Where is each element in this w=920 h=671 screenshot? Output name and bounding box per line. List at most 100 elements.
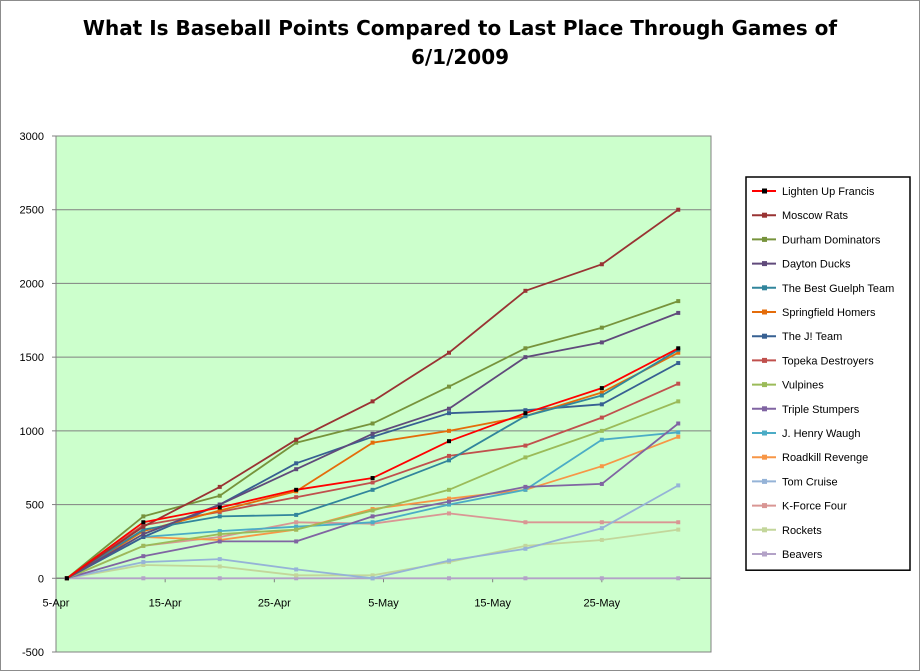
data-point: [676, 299, 681, 304]
data-point: [447, 406, 451, 411]
data-point: [676, 346, 681, 351]
data-point: [217, 576, 222, 581]
legend-marker: [762, 357, 767, 363]
legend-label: The J! Team: [782, 331, 842, 343]
legend-item-moscow-rats: Moscow Rats: [752, 210, 849, 222]
legend-marker: [762, 503, 767, 509]
data-point: [523, 487, 528, 492]
legend-label: Springfield Homers: [782, 307, 876, 319]
data-point: [676, 421, 681, 426]
data-point: [599, 537, 604, 542]
data-point: [447, 428, 451, 433]
data-point: [676, 520, 681, 525]
data-point: [676, 361, 681, 366]
legend-item-dayton-ducks: Dayton Ducks: [752, 259, 851, 271]
data-point: [294, 467, 299, 472]
y-tick-label: 3000: [20, 131, 44, 143]
data-point: [447, 499, 451, 504]
legend-label: Lighten Up Francis: [782, 186, 875, 198]
data-point: [523, 576, 528, 581]
legend-marker: [762, 285, 767, 291]
data-point: [217, 532, 222, 537]
data-point: [370, 476, 375, 481]
data-point: [599, 428, 604, 433]
data-point: [447, 487, 451, 492]
legend-marker: [762, 382, 767, 388]
data-point: [523, 411, 528, 416]
legend-label: Durham Dominators: [782, 234, 881, 246]
data-point: [294, 512, 299, 517]
legend-label: Vulpines: [782, 380, 824, 392]
data-point: [447, 439, 451, 444]
data-point: [599, 464, 604, 469]
y-tick-label: -500: [22, 647, 44, 659]
data-point: [64, 576, 69, 581]
series-lighten-up-francis: [64, 346, 681, 581]
legend-item-k-force-four: K-Force Four: [752, 501, 847, 513]
data-point: [523, 443, 528, 448]
data-point: [370, 520, 375, 525]
legend-marker: [762, 333, 767, 339]
data-point: [217, 502, 222, 507]
data-point: [599, 262, 604, 267]
data-point: [676, 310, 681, 315]
y-tick-label: 2000: [20, 278, 44, 290]
data-point: [599, 481, 604, 486]
data-point: [141, 563, 146, 568]
data-point: [370, 508, 375, 513]
legend-item-beavers: Beavers: [752, 549, 823, 561]
legend-marker: [762, 478, 767, 484]
data-point: [370, 514, 375, 519]
data-point: [294, 567, 299, 572]
legend-marker: [762, 188, 767, 194]
series-lines: [64, 207, 681, 581]
data-point: [217, 505, 222, 510]
legend-item-the-j-team: The J! Team: [752, 331, 842, 343]
data-point: [447, 384, 451, 389]
data-point: [217, 484, 222, 489]
legend-item-the-best-guelph-team: The Best Guelph Team: [752, 283, 894, 295]
legend-item-topeka-destroyers: Topeka Destroyers: [752, 355, 874, 367]
legend: Lighten Up Francis Moscow Rats Durham Domi…: [745, 176, 911, 571]
data-point: [217, 535, 222, 540]
legend-item-durham-dominators: Durham Dominators: [752, 234, 881, 246]
data-point: [676, 381, 681, 386]
legend-marker: [762, 527, 767, 533]
data-point: [599, 437, 604, 442]
legend-label: Roadkill Revenge: [782, 452, 868, 464]
data-point: [294, 527, 299, 532]
data-point: [523, 546, 528, 551]
data-point: [523, 543, 528, 548]
data-point: [217, 564, 222, 569]
data-point: [141, 535, 146, 540]
y-tick-label: 1500: [20, 352, 44, 364]
data-point: [217, 529, 222, 534]
data-point: [294, 539, 299, 544]
data-point: [676, 207, 681, 212]
data-point: [370, 440, 375, 445]
data-point: [523, 355, 528, 360]
data-point: [676, 527, 681, 532]
data-point: [676, 430, 681, 435]
data-point: [141, 527, 146, 532]
legend-label: K-Force Four: [782, 501, 847, 513]
x-tick-label: 25-Apr: [258, 597, 291, 609]
series-tom-cruise: [64, 483, 681, 581]
x-tick-label: 5-Apr: [43, 597, 70, 609]
legend-label: Dayton Ducks: [782, 259, 851, 271]
legend-item-lighten-up-francis: Lighten Up Francis: [752, 186, 875, 198]
legend-label: Topeka Destroyers: [782, 355, 874, 367]
y-tick-label: 500: [26, 500, 44, 512]
legend-label: Beavers: [782, 549, 823, 561]
legend-item-triple-stumpers: Triple Stumpers: [752, 404, 860, 416]
legend-marker: [762, 551, 767, 557]
data-point: [447, 411, 451, 416]
data-point: [447, 511, 451, 516]
data-point: [599, 390, 604, 395]
data-point: [447, 458, 451, 463]
legend-item-rockets: Rockets: [752, 525, 822, 537]
data-point: [294, 520, 299, 525]
data-point: [676, 483, 681, 488]
data-point: [370, 434, 375, 439]
data-point: [599, 393, 604, 398]
